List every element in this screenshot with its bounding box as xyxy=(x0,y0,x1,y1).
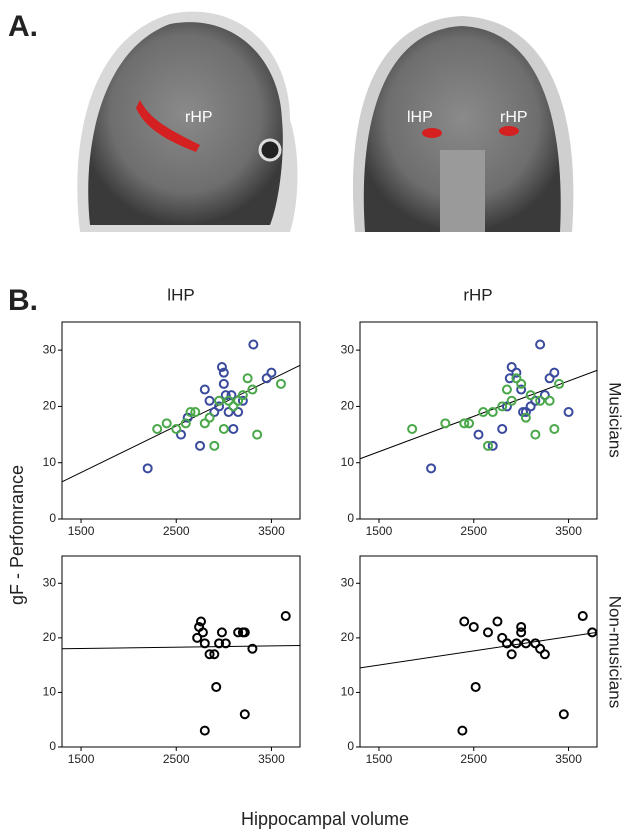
panel-label: B. xyxy=(8,284,38,317)
x-tick-label: 3500 xyxy=(555,524,582,538)
trend-line xyxy=(360,632,597,667)
data-point xyxy=(517,380,525,388)
mri-label: rHP xyxy=(185,109,213,126)
mri-sagittal: rHP xyxy=(75,10,301,232)
y-tick-label: 0 xyxy=(347,511,354,525)
y-tick-label: 20 xyxy=(43,399,57,413)
data-point xyxy=(229,425,237,433)
data-point xyxy=(201,727,209,735)
x-tick-label: 1500 xyxy=(68,524,95,538)
data-point xyxy=(517,628,525,636)
data-point xyxy=(475,431,483,439)
data-point xyxy=(408,425,416,433)
figure: A. B. rHP lHP rHP lHP rHP Musicians Non-… xyxy=(0,0,631,836)
data-point xyxy=(206,414,214,422)
data-point xyxy=(253,431,261,439)
y-tick-label: 30 xyxy=(43,575,57,589)
data-point xyxy=(560,710,568,718)
x-tick-label: 3500 xyxy=(258,752,285,766)
data-point xyxy=(212,683,220,691)
x-tick-label: 3500 xyxy=(555,752,582,766)
y-tick-label: 10 xyxy=(341,685,355,699)
x-axis-title: Hippocampal volume xyxy=(241,809,409,829)
y-axis-title: gF - Perfomrance xyxy=(7,465,27,605)
x-tick-label: 1500 xyxy=(366,752,393,766)
panel-label: A. xyxy=(8,10,38,43)
data-point xyxy=(267,369,275,377)
data-point xyxy=(220,425,228,433)
data-point xyxy=(541,650,549,658)
data-point xyxy=(144,464,152,472)
data-point xyxy=(470,623,478,631)
y-tick-label: 0 xyxy=(49,511,56,525)
data-point xyxy=(241,710,249,718)
y-tick-label: 20 xyxy=(341,399,355,413)
plot-frame xyxy=(62,556,300,747)
data-point xyxy=(498,425,506,433)
mri-coronal: lHP rHP xyxy=(345,10,582,232)
data-point xyxy=(153,425,161,433)
data-point xyxy=(244,374,252,382)
x-tick-label: 1500 xyxy=(366,524,393,538)
plot-frame xyxy=(62,322,300,519)
y-tick-label: 0 xyxy=(49,739,56,753)
data-point xyxy=(196,442,204,450)
data-point xyxy=(565,408,573,416)
data-point xyxy=(277,380,285,388)
x-tick-label: 3500 xyxy=(258,524,285,538)
data-point xyxy=(427,464,435,472)
data-point xyxy=(484,628,492,636)
data-point xyxy=(163,419,171,427)
y-tick-label: 30 xyxy=(341,342,355,356)
y-tick-label: 10 xyxy=(43,455,57,469)
trend-line xyxy=(360,370,597,458)
data-point xyxy=(512,639,520,647)
data-point xyxy=(218,628,226,636)
x-tick-label: 2500 xyxy=(163,524,190,538)
data-point xyxy=(201,639,209,647)
data-point xyxy=(215,397,223,405)
data-point xyxy=(550,369,558,377)
y-tick-label: 30 xyxy=(43,342,57,356)
plot-frame xyxy=(360,322,597,519)
x-tick-label: 1500 xyxy=(68,752,95,766)
y-tick-label: 0 xyxy=(347,739,354,753)
data-point xyxy=(493,617,501,625)
x-tick-label: 2500 xyxy=(460,752,487,766)
y-tick-label: 10 xyxy=(341,455,355,469)
data-point xyxy=(249,341,257,349)
data-point xyxy=(441,419,449,427)
data-point xyxy=(508,650,516,658)
column-title: rHP xyxy=(463,285,492,304)
mri-label: rHP xyxy=(500,109,528,126)
x-tick-label: 2500 xyxy=(460,524,487,538)
data-point xyxy=(546,397,554,405)
data-point xyxy=(579,612,587,620)
data-point xyxy=(531,431,539,439)
data-point xyxy=(472,683,480,691)
mri-label: lHP xyxy=(407,109,433,126)
trend-line xyxy=(62,645,300,648)
x-tick-label: 2500 xyxy=(163,752,190,766)
data-point xyxy=(210,442,218,450)
y-tick-label: 20 xyxy=(341,630,355,644)
data-point xyxy=(536,341,544,349)
y-tick-label: 10 xyxy=(43,685,57,699)
row-title: Musicians xyxy=(606,382,625,458)
data-point xyxy=(460,617,468,625)
row-title: Non-musicians xyxy=(606,596,625,708)
data-point xyxy=(282,612,290,620)
column-title: lHP xyxy=(167,285,194,304)
data-point xyxy=(220,380,228,388)
data-point xyxy=(206,397,214,405)
data-point xyxy=(503,386,511,394)
y-tick-label: 20 xyxy=(43,630,57,644)
y-tick-label: 30 xyxy=(341,575,355,589)
data-point xyxy=(458,727,466,735)
data-point xyxy=(550,425,558,433)
data-point xyxy=(201,386,209,394)
